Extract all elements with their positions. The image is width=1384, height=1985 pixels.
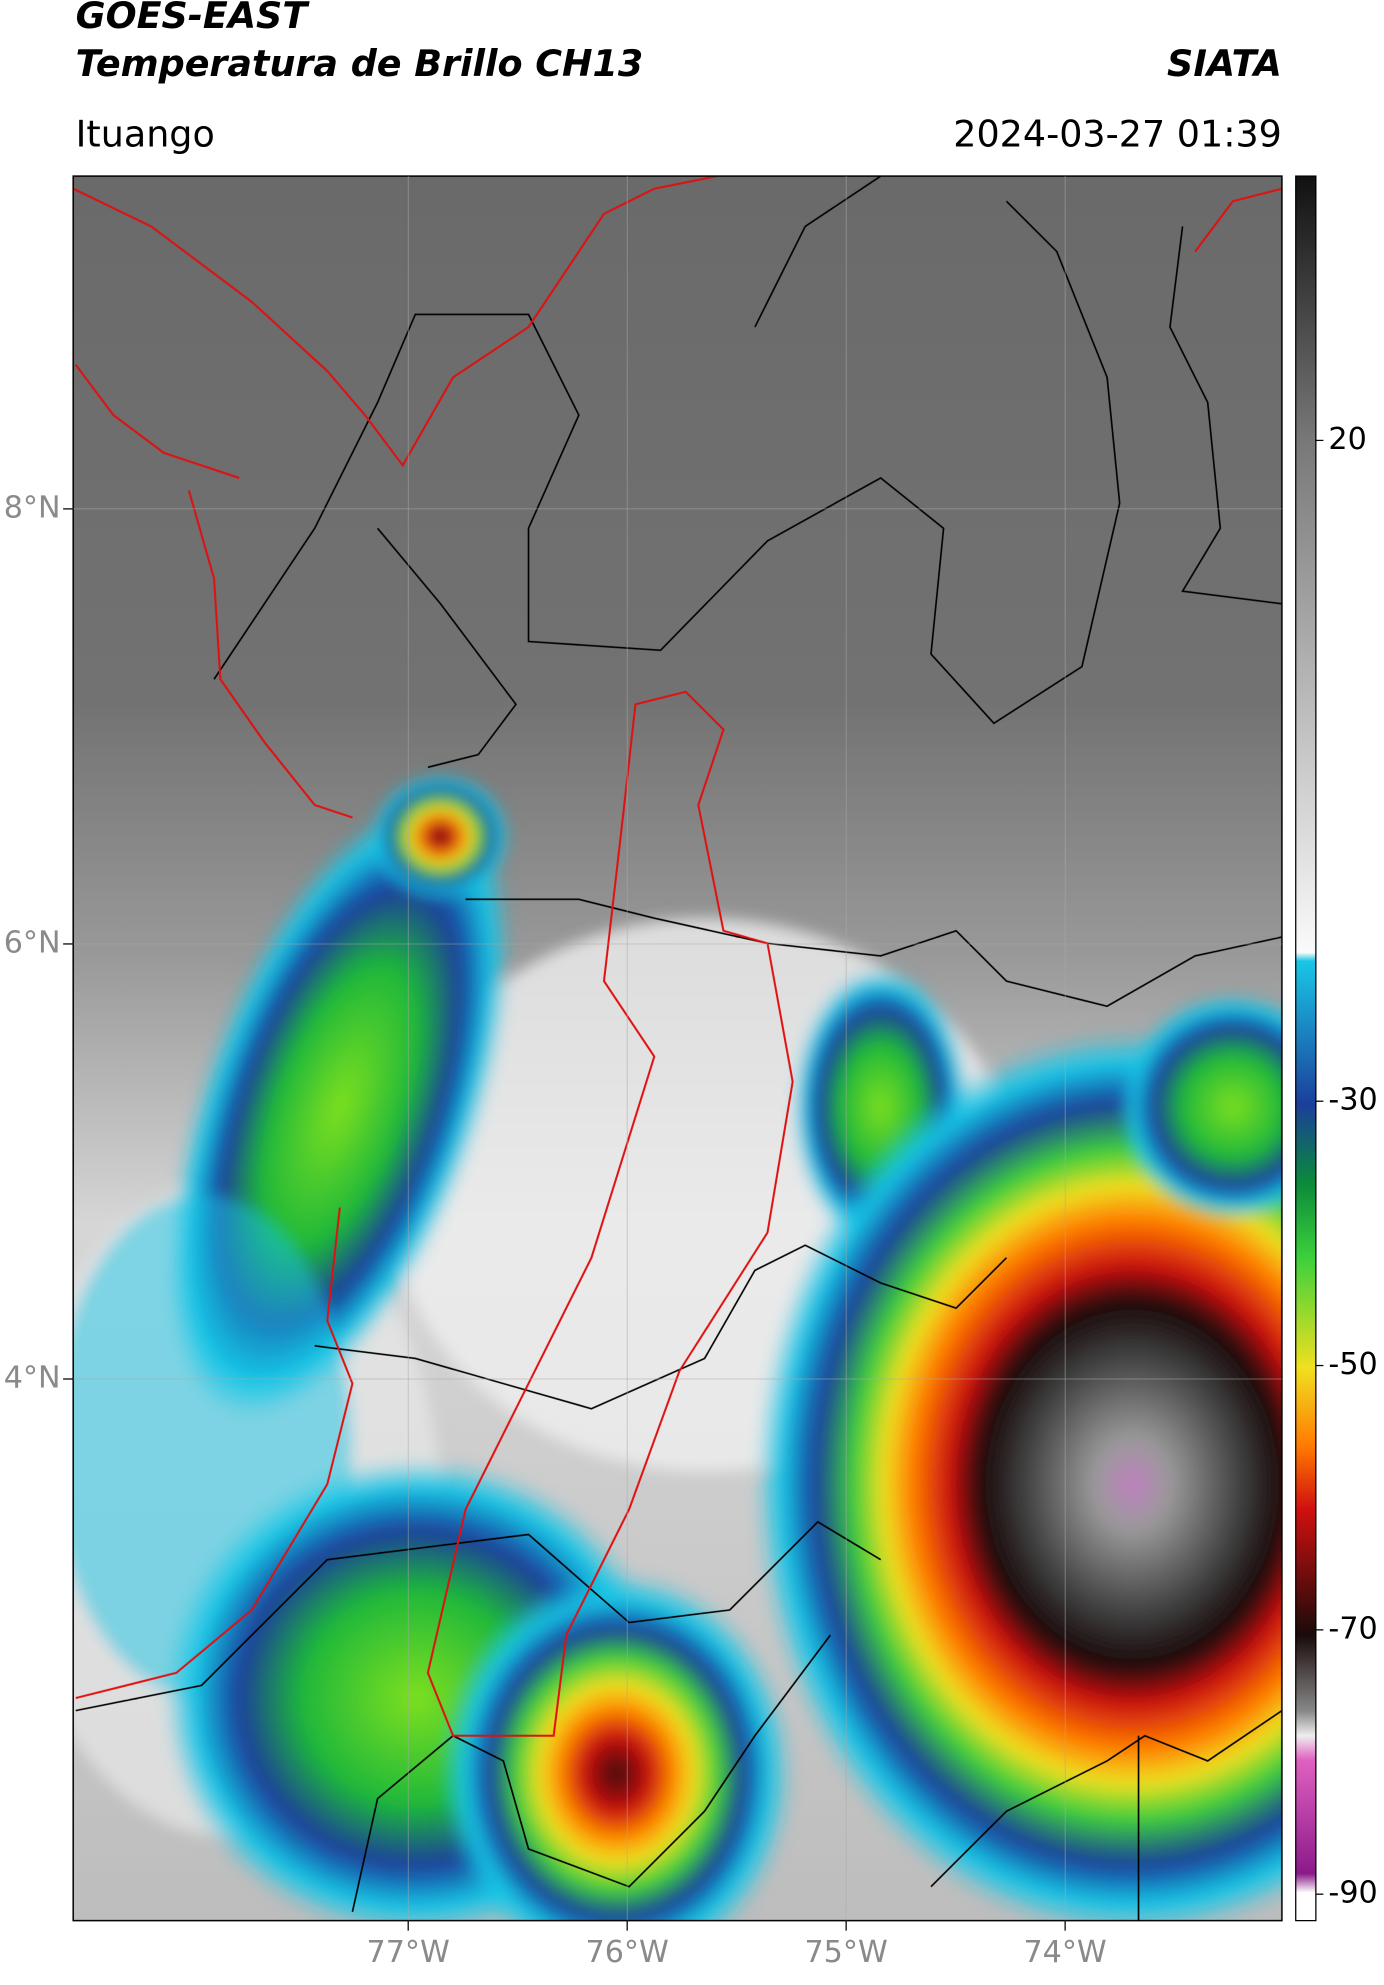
graticule: 77°W 76°W 75°W 74°W 8°N 6°N 4°N: [4, 176, 1282, 1970]
colorbar-tick-label: -50: [1328, 1347, 1377, 1382]
map-frame: [72, 175, 1283, 1922]
timestamp: 2024-03-27 01:39: [953, 112, 1282, 155]
x-tick-label: 76°W: [586, 1935, 669, 1970]
colorbar-ticks: 20 -30 -50 -70 -90: [1315, 422, 1378, 1911]
x-tick-label: 77°W: [367, 1935, 450, 1970]
colorbar-tick-label: -70: [1328, 1611, 1377, 1646]
x-tick-label: 75°W: [804, 1935, 887, 1970]
satellite-image: [73, 176, 1282, 1921]
colorbar-tick-label: -90: [1328, 1876, 1377, 1911]
location: Ituango: [76, 112, 215, 155]
y-tick-label: 8°N: [4, 490, 61, 525]
colorbar-tick-label: 20: [1328, 422, 1366, 457]
y-tick-label: 4°N: [4, 1360, 61, 1395]
title: GOES-EAST: [76, 0, 311, 37]
x-tick-label: 74°W: [1023, 1935, 1106, 1970]
y-tick-label: 6°N: [4, 925, 61, 960]
brand: SIATA: [1167, 42, 1282, 85]
colorbar: [1295, 175, 1317, 1922]
colorbar-tick-label: -30: [1328, 1083, 1377, 1118]
subtitle: Temperatura de Brillo CH13: [76, 42, 644, 85]
